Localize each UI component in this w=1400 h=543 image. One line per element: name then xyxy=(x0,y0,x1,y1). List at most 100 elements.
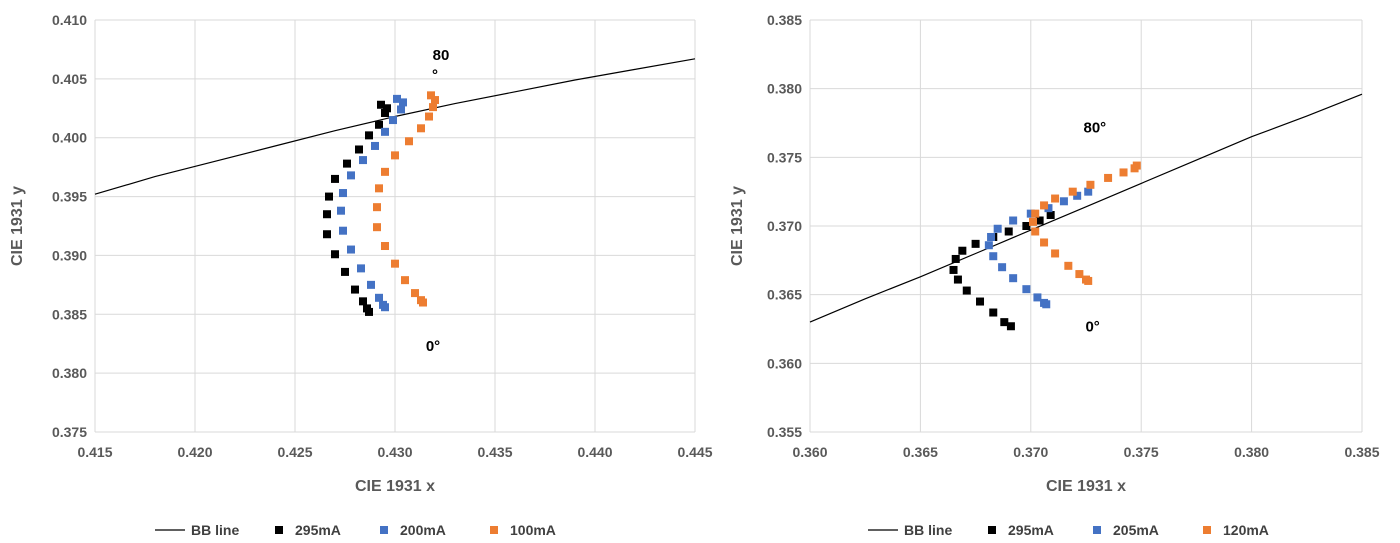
chart-1-point-295ma xyxy=(365,307,373,316)
chart-1-point-295ma xyxy=(323,230,331,239)
chart-1-point-200ma xyxy=(399,98,407,107)
chart-1: 0.415 0.420 0.425 0.430 0.435 0.440 0.445 0.375… xyxy=(9,12,713,538)
chart-1-point-100ma xyxy=(411,289,419,298)
chart-1-point-100ma xyxy=(405,137,413,146)
chart-1-point-295ma xyxy=(325,192,333,201)
chart-2-legend: BB line 295mA 205mA 120mA xyxy=(868,522,1269,538)
chart-2-point-120ma xyxy=(1068,187,1077,196)
chart-2-x-tick-label: 0.360 xyxy=(792,444,827,460)
chart-1-x-tick-label: 0.435 xyxy=(477,444,512,460)
chart-1-legend-label-200ma: 200mA xyxy=(400,522,446,538)
chart-1-point-100ma xyxy=(381,242,389,251)
chart-2-point-120ma xyxy=(1084,276,1093,285)
chart-2-point-120ma xyxy=(1040,201,1049,210)
chart-2-point-205ma xyxy=(993,224,1002,233)
chart-2-point-120ma xyxy=(1031,209,1040,218)
chart-1-point-295ma xyxy=(365,131,373,140)
chart-1-legend-swatch-100ma xyxy=(490,526,498,534)
chart-2: 0.360 0.365 0.370 0.375 0.380 0.385 0.355 0.360… xyxy=(729,12,1380,538)
chart-2-point-295ma xyxy=(951,254,960,263)
chart-1-point-295ma xyxy=(381,108,389,117)
chart-1-point-100ma xyxy=(373,223,381,232)
chart-1-x-tick-label: 0.445 xyxy=(677,444,712,460)
chart-1-y-tick-label: 0.410 xyxy=(52,12,87,28)
chart-1-legend-label-295ma: 295mA xyxy=(295,522,341,538)
chart-1-series-295ma xyxy=(323,100,391,316)
chart-1-point-200ma xyxy=(393,94,401,103)
chart-2-annotation: 80° xyxy=(1083,120,1106,137)
chart-1-point-200ma xyxy=(389,116,397,125)
chart-2-legend-label-295ma: 295mA xyxy=(1008,522,1054,538)
chart-1-y-tick-label: 0.380 xyxy=(52,365,87,381)
chart-2-point-205ma xyxy=(1022,285,1031,294)
chart-1-point-200ma xyxy=(381,127,389,136)
chart-2-point-120ma xyxy=(1119,168,1128,177)
chart-2-point-205ma xyxy=(989,252,998,261)
chart-1-point-200ma xyxy=(359,156,367,165)
chart-2-x-tick-label: 0.380 xyxy=(1234,444,1269,460)
chart-2-x-tick-label: 0.385 xyxy=(1344,444,1379,460)
chart-2-x-axis-title: CIE 1931 x xyxy=(1046,478,1126,495)
chart-1-series-200ma xyxy=(337,94,407,312)
chart-2-series-120ma xyxy=(1029,161,1141,285)
chart-2-point-205ma xyxy=(984,241,993,250)
chart-2-point-205ma xyxy=(1026,209,1035,218)
chart-1-point-100ma xyxy=(429,103,437,112)
chart-2-point-295ma xyxy=(971,239,980,248)
chart-2-point-120ma xyxy=(1130,164,1139,173)
chart-2-point-295ma xyxy=(989,308,998,317)
chart-1-point-295ma xyxy=(377,100,385,109)
chart-2-point-295ma xyxy=(1046,211,1055,220)
chart-2-bb-line xyxy=(809,93,1363,323)
chart-1-point-200ma xyxy=(381,303,389,312)
chart-1-point-200ma xyxy=(339,189,347,198)
chart-1-point-100ma xyxy=(427,91,435,100)
chart-1-x-axis-title: CIE 1931 x xyxy=(355,478,435,495)
chart-2-legend-label-120ma: 120mA xyxy=(1223,522,1269,538)
chart-1-legend: BB line 295mA 200mA 100mA xyxy=(155,522,556,538)
chart-2-point-205ma xyxy=(1059,197,1068,206)
chart-2-point-120ma xyxy=(1031,227,1040,236)
chart-2-point-295ma xyxy=(953,275,962,284)
chart-2-point-295ma xyxy=(1022,222,1031,230)
chart-1-point-200ma xyxy=(339,226,347,235)
chart-2-point-120ma xyxy=(1051,249,1060,258)
chart-1-point-295ma xyxy=(375,120,383,129)
chart-2-point-295ma xyxy=(1000,318,1009,327)
chart-1-point-295ma xyxy=(383,104,391,113)
chart-2-point-205ma xyxy=(1009,216,1018,225)
chart-2-point-295ma xyxy=(1035,216,1044,225)
chart-2-point-295ma xyxy=(976,297,985,306)
chart-2-point-120ma xyxy=(1086,180,1095,189)
chart-1-point-200ma xyxy=(375,293,383,302)
chart-1-point-295ma xyxy=(323,210,331,219)
chart-2-point-120ma xyxy=(1064,261,1073,270)
chart-2-y-tick-label: 0.385 xyxy=(767,12,802,28)
chart-1-y-tick-label: 0.405 xyxy=(52,71,87,87)
chart-1-point-295ma xyxy=(331,250,339,259)
chart-2-legend-label-205ma: 205mA xyxy=(1113,522,1159,538)
chart-1-x-tick-label: 0.425 xyxy=(277,444,312,460)
chart-1-point-100ma xyxy=(391,259,399,268)
chart-1-point-100ma xyxy=(373,203,381,212)
chart-1-point-295ma xyxy=(351,285,359,294)
chart-2-point-295ma xyxy=(958,246,967,255)
chart-2-x-tick-label: 0.370 xyxy=(1013,444,1048,460)
chart-1-point-295ma xyxy=(355,145,363,154)
chart-2-legend-label-bb-line: BB line xyxy=(904,522,952,538)
chart-1-point-100ma xyxy=(425,112,433,121)
chart-2-point-120ma xyxy=(1104,173,1113,182)
chart-2-annotation: 0° xyxy=(1085,319,1099,336)
chart-2-point-295ma xyxy=(949,265,958,274)
chart-1-y-tick-label: 0.390 xyxy=(52,247,87,263)
chart-1-point-100ma xyxy=(417,124,425,133)
chart-2-point-205ma xyxy=(1033,293,1042,302)
chart-2-point-205ma xyxy=(1073,191,1082,200)
chart-1-annotation: 0° xyxy=(426,338,440,355)
chart-2-y-tick-label: 0.360 xyxy=(767,355,802,371)
chart-1-legend-swatch-200ma xyxy=(380,526,388,534)
chart-2-legend-swatch-205ma xyxy=(1093,526,1101,534)
chart-2-point-205ma xyxy=(1042,300,1051,309)
chart-1-y-tick-label: 0.375 xyxy=(52,424,87,440)
